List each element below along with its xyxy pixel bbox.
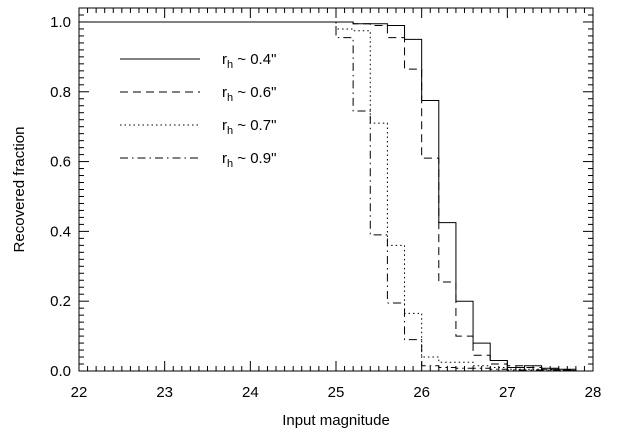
x-tick-label: 27 [499, 384, 516, 401]
legend-label-4: rh ~ 0.9" [222, 150, 276, 170]
axis-ticks [78, 8, 594, 372]
legend-label-3: rh ~ 0.7" [222, 117, 276, 137]
y-axis-title: Recovered fraction [11, 127, 28, 253]
series-lines [79, 21, 593, 372]
tick-labels: 22 23 24 25 26 27 28 0.0 0.2 0.4 0.6 0.8 1.0 [50, 14, 601, 401]
series-line-1 [79, 21, 593, 372]
series-line-4 [79, 21, 593, 372]
x-tick-label: 28 [585, 384, 602, 401]
x-axis-title: Input magnitude [282, 412, 390, 429]
series-line-3 [79, 21, 593, 372]
x-tick-label: 25 [328, 384, 345, 401]
y-tick-label: 0.2 [50, 293, 71, 310]
plot-border [78, 7, 594, 372]
y-tick-label: 1.0 [50, 14, 71, 31]
legend: rh ~ 0.4" rh ~ 0.6" rh ~ 0.7" rh ~ 0.9" [120, 51, 276, 170]
plot-frame [78, 7, 594, 372]
legend-label-1: rh ~ 0.4" [222, 51, 276, 71]
y-tick-label: 0.4 [50, 223, 71, 240]
legend-label-2: rh ~ 0.6" [222, 84, 276, 104]
x-tick-label: 23 [156, 384, 173, 401]
x-tick-label: 22 [71, 384, 88, 401]
x-tick-label: 26 [413, 384, 430, 401]
x-tick-label: 24 [242, 384, 259, 401]
y-tick-label: 0.6 [50, 154, 71, 171]
y-tick-label: 0.0 [50, 363, 71, 380]
series-line-2 [79, 21, 593, 372]
y-tick-label: 0.8 [50, 84, 71, 101]
